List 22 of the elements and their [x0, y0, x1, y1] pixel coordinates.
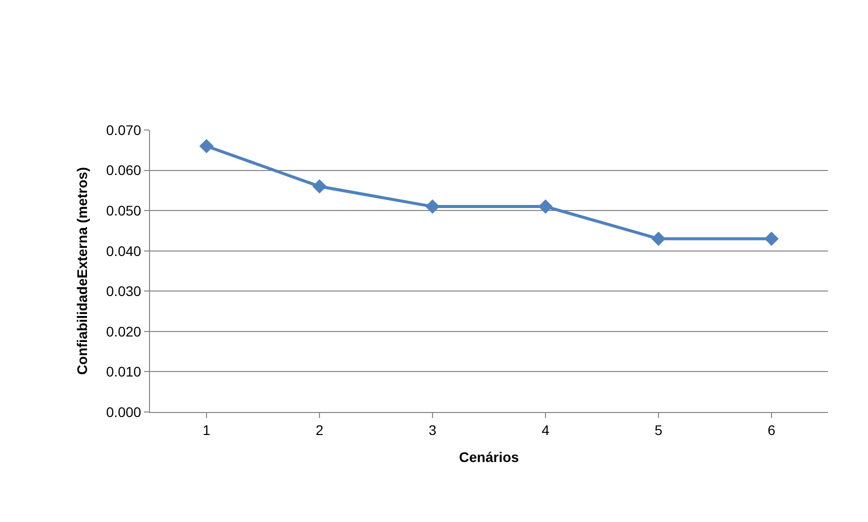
x-tick-label: 6	[768, 422, 776, 438]
y-tick-label: 0.040	[106, 242, 142, 259]
y-tick-label: 0.060	[106, 162, 142, 178]
x-tick-label: 5	[654, 422, 663, 438]
y-tick-label: 0.020	[106, 323, 142, 340]
y-tick-label: 0.010	[106, 364, 142, 380]
point	[312, 179, 327, 194]
x-tick-label: 4	[542, 422, 550, 438]
x-axis-title: Cenários	[459, 449, 520, 466]
point	[651, 232, 666, 246]
point	[538, 199, 553, 214]
y-axis-title: ConfiabilidadeExterna (metros)	[74, 167, 90, 375]
y-tick-label: 0.050	[106, 202, 142, 218]
x-tick-label: 1	[202, 422, 211, 438]
point	[764, 232, 779, 246]
point	[199, 138, 214, 154]
x-tick-label: 2	[316, 422, 324, 438]
y-tick-label: 0.070	[106, 122, 142, 138]
y-tick-label: 0.030	[106, 283, 142, 300]
y-tick-label: 0.000	[106, 404, 142, 420]
x-tick-label: 3	[428, 422, 437, 438]
point	[425, 199, 440, 214]
